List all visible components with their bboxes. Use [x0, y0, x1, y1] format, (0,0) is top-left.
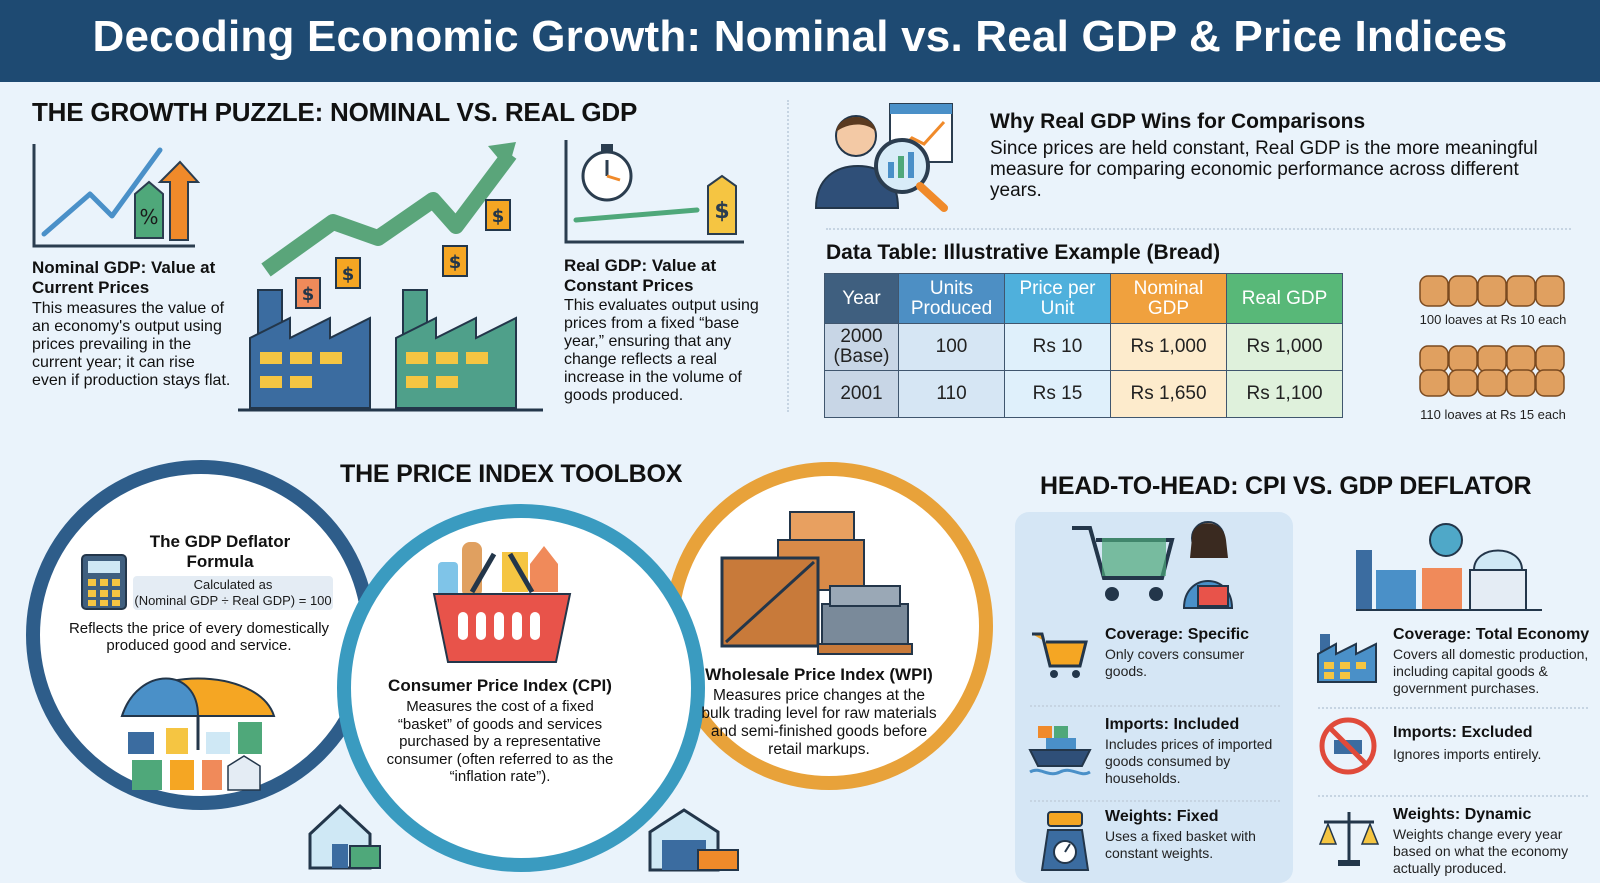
cpi-imports-desc: Includes prices of imported goods consum… [1105, 736, 1273, 786]
svg-text:%: % [139, 205, 158, 229]
cell-year: 2000 (Base) [824, 323, 899, 371]
cpi-divider-1 [1030, 705, 1280, 707]
shopping-cart-icon [1032, 632, 1088, 678]
bread-caption-2001: 110 loaves at Rs 15 each [1420, 407, 1566, 422]
deflator-coverage-title: Coverage: Total Economy [1393, 626, 1590, 643]
bread-loaves-icon-2 [1419, 345, 1565, 397]
bread-loaves-icon [1419, 275, 1565, 307]
wpi-desc: Measures price changes at the bulk tradi… [701, 687, 937, 758]
cell-real: Rs 1,000 [1226, 323, 1343, 371]
deflator-weights-title: Weights: Dynamic [1393, 806, 1532, 823]
header-bar [0, 0, 1600, 82]
header-real: Real GDP [1226, 273, 1343, 324]
h2h-heading: HEAD-TO-HEAD: CPI VS. GDP DEFLATOR [1040, 472, 1532, 500]
deflator-imports-desc: Ignores imports entirely. [1393, 746, 1542, 762]
cell-real: Rs 1,100 [1226, 370, 1343, 418]
header-units: Units Produced [898, 273, 1005, 324]
why-divider [826, 228, 1571, 230]
economy-factory-govt-icon [1356, 523, 1542, 611]
umbrella-economy-icon [120, 677, 276, 791]
cpi-coverage-desc: Only covers consumer goods. [1105, 646, 1245, 679]
table-row: 2001 110 Rs 15 Rs 1,650 Rs 1,100 [824, 370, 1343, 418]
bread-caption-2000: 100 loaves at Rs 10 each [1419, 312, 1567, 327]
cpi-weights-desc: Uses a fixed basket with constant weight… [1105, 828, 1256, 861]
table-title: Data Table: Illustrative Example (Bread) [826, 241, 1221, 264]
table-row: 2000 (Base) 100 Rs 10 Rs 1,000 Rs 1,000 [824, 323, 1343, 371]
deflator-weights-desc: Weights change every year based on what … [1393, 826, 1569, 876]
real-desc: This evaluates output using prices from … [564, 297, 759, 404]
analyst-magnifier-icon [814, 103, 953, 212]
cpi-desc: Measures the cost of a fixed “basket” of… [386, 698, 614, 785]
warehouse-truck-icon [648, 808, 739, 872]
header-nominal: Nominal GDP [1110, 273, 1227, 324]
cpi-divider-2 [1030, 800, 1280, 802]
why-desc: Since prices are held constant, Real GDP… [990, 138, 1538, 201]
nominal-desc: This measures the value of an economy's … [32, 300, 231, 389]
deflator-formula-box: Calculated as (Nominal GDP ÷ Real GDP) =… [133, 576, 333, 610]
cpi-title: Consumer Price Index (CPI) [388, 676, 612, 695]
cargo-ship-icon [1028, 726, 1092, 776]
cell-units: 110 [898, 370, 1005, 418]
nominal-chart-icon: % [32, 144, 200, 248]
shopping-basket-icon [432, 542, 572, 663]
calculator-icon [81, 554, 127, 610]
svg-text:$: $ [714, 199, 729, 224]
cell-year: 2001 [824, 370, 899, 418]
balance-scale-icon [1318, 812, 1380, 866]
wholesale-crates-icon [720, 511, 913, 655]
cell-units: 100 [898, 323, 1005, 371]
svg-text:$: $ [449, 252, 462, 273]
toolbox-heading: THE PRICE INDEX TOOLBOX [340, 460, 683, 488]
real-chart-icon: $ [564, 140, 744, 244]
deflator-divider-2 [1318, 795, 1588, 797]
cpi-weights-title: Weights: Fixed [1105, 808, 1219, 825]
cpi-shopper-icon [1072, 521, 1234, 609]
factory-icon [1317, 634, 1377, 683]
cpi-coverage-title: Coverage: Specific [1105, 626, 1250, 643]
growth-heading: THE GROWTH PUZZLE: NOMINAL VS. REAL GDP [32, 97, 638, 127]
header-year: Year [824, 273, 899, 324]
svg-text:$: $ [492, 206, 505, 227]
page-title: Decoding Economic Growth: Nominal vs. Re… [92, 12, 1508, 61]
svg-text:$: $ [302, 284, 315, 305]
cell-price: Rs 15 [1004, 370, 1111, 418]
house-shopping-icon [308, 803, 381, 870]
gdp-data-table: Year Units Produced Price per Unit Nomin… [824, 273, 1343, 418]
cell-price: Rs 10 [1004, 323, 1111, 371]
deflator-coverage-desc: Covers all domestic production, includin… [1393, 646, 1589, 696]
wpi-title: Wholesale Price Index (WPI) [705, 665, 933, 684]
deflator-title: The GDP Deflator Formula [149, 532, 291, 571]
cpi-imports-title: Imports: Included [1105, 716, 1240, 733]
deflator-formula: (Nominal GDP ÷ Real GDP) = 100 [134, 593, 332, 608]
cell-nominal: Rs 1,000 [1110, 323, 1227, 371]
real-title: Real GDP: Value at Constant Prices [564, 256, 717, 295]
svg-text:$: $ [342, 264, 355, 285]
deflator-desc: Reflects the price of every domestically… [68, 620, 330, 654]
nominal-title: Nominal GDP: Value at Current Prices [32, 258, 216, 297]
no-imports-icon [1319, 717, 1377, 775]
why-title: Why Real GDP Wins for Comparisons [990, 110, 1366, 133]
deflator-calc-label: Calculated as [193, 577, 273, 592]
deflator-divider-1 [1318, 707, 1588, 709]
factories-growth-illustration: $ $ $ $ [238, 142, 543, 412]
cell-nominal: Rs 1,650 [1110, 370, 1227, 418]
header-price: Price per Unit [1004, 273, 1111, 324]
section-divider [787, 100, 789, 412]
table-header-row: Year Units Produced Price per Unit Nomin… [824, 273, 1343, 324]
weighing-scale-icon [1040, 811, 1090, 871]
deflator-imports-title: Imports: Excluded [1393, 724, 1533, 741]
